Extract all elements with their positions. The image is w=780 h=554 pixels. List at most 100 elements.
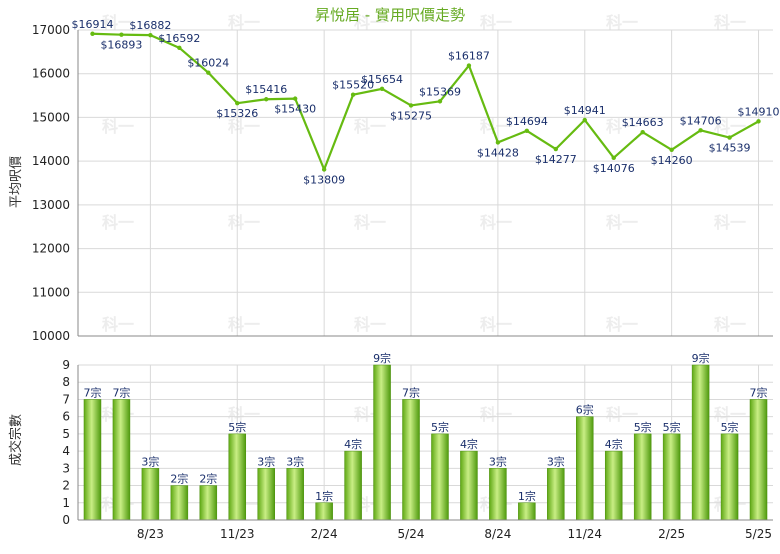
watermark-text: 科一 — [102, 117, 134, 136]
x-tick-label: 11/24 — [567, 527, 602, 541]
price-point — [119, 32, 124, 37]
watermark-text: 科一 — [354, 117, 386, 136]
price-point — [640, 129, 645, 135]
watermark-text: 科一 — [480, 117, 512, 136]
price-point — [611, 155, 616, 161]
price-y-tick-label: 10000 — [32, 329, 70, 343]
price-data-label: $16187 — [448, 50, 490, 63]
volume-data-label: 7宗 — [112, 385, 130, 399]
price-data-label: $14277 — [535, 153, 577, 166]
watermark-text: 科一 — [354, 213, 386, 232]
volume-data-label: 3宗 — [489, 454, 507, 468]
watermark-text: 科一 — [228, 117, 260, 136]
watermark-text: 科一 — [102, 13, 134, 32]
price-point — [756, 119, 761, 124]
volume-data-label: 3宗 — [257, 454, 275, 468]
price-point — [698, 128, 703, 133]
price-data-label: $15520 — [332, 79, 374, 92]
watermark-text: 科一 — [606, 213, 638, 232]
volume-data-label: 7宗 — [750, 385, 768, 399]
price-data-label: $14694 — [506, 115, 548, 128]
x-tick-label: 5/25 — [745, 527, 772, 541]
watermark-text: 科一 — [606, 315, 638, 334]
watermark-text: 科一 — [228, 13, 260, 32]
watermark-text: 科一 — [714, 315, 746, 334]
volume-bar — [633, 433, 652, 521]
price-data-label: $14663 — [622, 116, 664, 129]
watermark-text: 科一 — [714, 117, 746, 136]
price-data-label: $14539 — [709, 142, 751, 155]
volume-y-tick-label: 7 — [62, 392, 70, 406]
x-tick-label: 2/25 — [658, 527, 685, 541]
watermark-text: 科一 — [354, 315, 386, 334]
volume-bar — [518, 502, 536, 521]
price-data-label: $13809 — [303, 173, 345, 186]
volume-y-tick-label: 9 — [62, 358, 70, 372]
watermark-text: 科一 — [714, 13, 746, 32]
x-tick-label: 2/24 — [311, 527, 338, 541]
y-axis-label-price: 平均呎價 — [9, 156, 24, 208]
volume-data-label: 2宗 — [170, 472, 188, 486]
price-data-label: $14910 — [738, 105, 780, 118]
watermark-text: 科一 — [606, 13, 638, 32]
price-data-label: $14706 — [680, 114, 722, 127]
volume-bar — [344, 450, 362, 521]
y-axis-label-transactions: 成交宗數 — [8, 414, 24, 466]
price-point — [206, 70, 211, 75]
watermark-text: 科一 — [480, 213, 512, 232]
volume-data-label: 7宗 — [402, 385, 420, 399]
watermark-text: 科一 — [102, 213, 134, 232]
volume-bar — [720, 433, 739, 521]
volume-bar — [691, 364, 710, 521]
watermark-text: 科一 — [228, 315, 260, 334]
volume-data-label: 5宗 — [431, 420, 449, 434]
volume-bar — [489, 468, 507, 521]
volume-bar — [373, 364, 391, 521]
price-point — [495, 140, 501, 145]
x-tick-label: 8/23 — [137, 527, 164, 541]
volume-data-label: 4宗 — [344, 437, 362, 451]
volume-data-label: 9宗 — [692, 351, 710, 365]
volume-bar — [315, 502, 333, 521]
volume-data-label: 5宗 — [228, 420, 246, 434]
volume-data-label: 4宗 — [605, 437, 623, 451]
watermark-text: 科一 — [606, 405, 638, 424]
volume-data-label: 3宗 — [286, 454, 304, 468]
volume-data-label: 2宗 — [199, 472, 217, 486]
chart-title: 昇悅居 - 實用呎價走勢 — [315, 6, 465, 24]
x-tick-label: 5/24 — [398, 527, 425, 541]
watermark-text: 科一 — [480, 405, 512, 424]
volume-data-label: 4宗 — [460, 437, 478, 451]
watermark-text: 科一 — [606, 117, 638, 136]
price-line — [92, 32, 760, 171]
volume-data-label: 1宗 — [315, 489, 333, 503]
volume-bar — [431, 433, 449, 521]
price-point — [379, 86, 385, 92]
volume-bar — [170, 485, 189, 521]
price-point — [321, 167, 327, 172]
volume-y-tick-label: 1 — [62, 496, 70, 510]
volume-data-label: 1宗 — [518, 489, 536, 503]
volume-y-tick-label: 2 — [62, 479, 70, 493]
price-point — [524, 128, 530, 134]
volume-bar — [402, 399, 420, 521]
volume-bar — [604, 450, 623, 521]
price-y-tick-label: 13000 — [32, 198, 70, 212]
watermark-text: 科一 — [480, 315, 512, 334]
price-y-tick-label: 14000 — [32, 154, 70, 168]
x-tick-label: 8/24 — [484, 527, 511, 541]
price-point — [235, 100, 240, 106]
price-point — [292, 96, 298, 101]
watermark-text: 科一 — [354, 13, 386, 32]
price-data-label: $15654 — [361, 73, 403, 86]
volume-bar — [749, 399, 768, 521]
volume-data-label: 5宗 — [721, 420, 739, 434]
price-data-label: $16024 — [187, 57, 229, 70]
volume-bar — [141, 468, 160, 521]
price-point — [669, 147, 674, 152]
price-y-tick-label: 11000 — [32, 285, 70, 299]
price-y-tick-label: 15000 — [32, 110, 70, 124]
volume-bar — [286, 468, 304, 521]
